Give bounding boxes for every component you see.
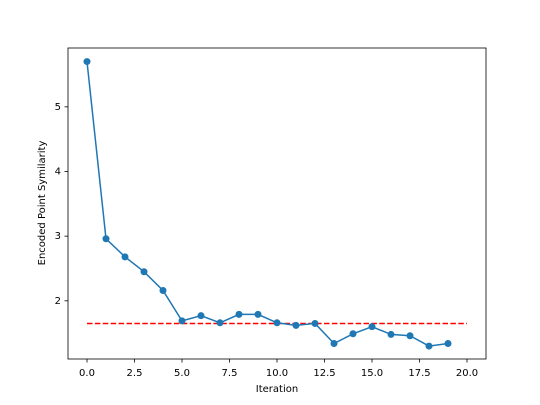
point: [349, 330, 357, 338]
y-tick-label: 4: [55, 166, 61, 177]
point: [425, 342, 433, 350]
point: [216, 319, 224, 327]
point: [83, 58, 91, 66]
y-tick-label: 2: [55, 296, 61, 307]
x-tick-label: 10.0: [266, 368, 288, 379]
x-tick-label: 0.0: [79, 368, 95, 379]
x-tick-label: 7.5: [222, 368, 238, 379]
point: [102, 235, 110, 243]
point: [444, 339, 452, 347]
x-tick-label: 5.0: [174, 368, 190, 379]
point: [292, 321, 300, 329]
point: [330, 339, 338, 347]
point: [235, 310, 243, 318]
point: [387, 330, 395, 338]
point: [406, 332, 414, 340]
x-tick-label: 20.0: [456, 368, 478, 379]
x-tick-label: 2.5: [127, 368, 143, 379]
y-tick-label: 5: [55, 102, 61, 113]
axes-frame: [67, 47, 487, 360]
point: [140, 268, 148, 276]
point: [368, 323, 376, 331]
series-line: [86, 61, 449, 347]
x-tick-label: 12.5: [313, 368, 335, 379]
point: [159, 286, 167, 294]
x-tick-label: 17.5: [408, 368, 430, 379]
y-tick-label: 3: [55, 231, 61, 242]
point: [121, 253, 129, 261]
point: [178, 317, 186, 325]
point: [273, 319, 281, 327]
point: [311, 319, 319, 327]
point: [197, 312, 205, 320]
point: [254, 310, 262, 318]
x-axis-label: Iteration: [256, 384, 298, 395]
x-tick-label: 15.0: [361, 368, 383, 379]
y-axis-label: Encoded Point Symilarity: [37, 141, 48, 266]
